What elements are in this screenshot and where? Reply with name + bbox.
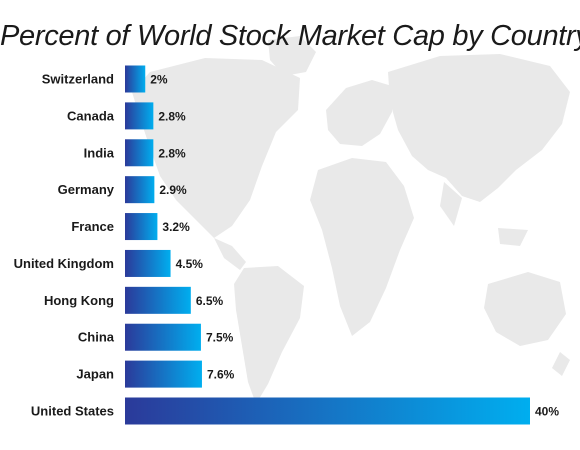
category-label: Germany [58, 182, 115, 197]
value-label: 2% [150, 73, 168, 87]
category-label: Switzerland [42, 72, 114, 87]
category-label: Japan [76, 367, 114, 382]
value-label: 6.5% [196, 294, 224, 308]
bar-united-kingdom [125, 249, 171, 277]
category-label: United Kingdom [14, 256, 114, 271]
value-label: 3.2% [162, 220, 190, 234]
bar-hong-kong [125, 286, 191, 314]
value-label: 4.5% [176, 257, 204, 271]
value-label: 2.9% [159, 183, 187, 197]
bar-canada [125, 102, 154, 130]
category-label: France [71, 219, 114, 234]
category-label: Canada [67, 108, 115, 123]
bar-switzerland [125, 65, 146, 93]
bar-germany [125, 176, 155, 204]
category-label: Hong Kong [44, 293, 114, 308]
bar-france [125, 213, 158, 241]
bar-india [125, 139, 154, 167]
category-label: India [84, 145, 115, 160]
value-label: 2.8% [158, 109, 186, 123]
bar-china [125, 323, 201, 351]
bars-layer: Switzerland 2% Canada 2.8% India 2.8% Germany 2… [14, 65, 559, 425]
value-label: 2.8% [158, 146, 186, 160]
value-label: 40% [535, 405, 559, 419]
category-label: China [78, 330, 115, 345]
bar-united-states [125, 397, 530, 425]
category-label: United States [31, 404, 114, 419]
chart-title: Percent of World Stock Market Cap by Cou… [0, 20, 580, 52]
bar-japan [125, 360, 202, 388]
value-label: 7.6% [207, 368, 235, 382]
value-label: 7.5% [206, 331, 234, 345]
